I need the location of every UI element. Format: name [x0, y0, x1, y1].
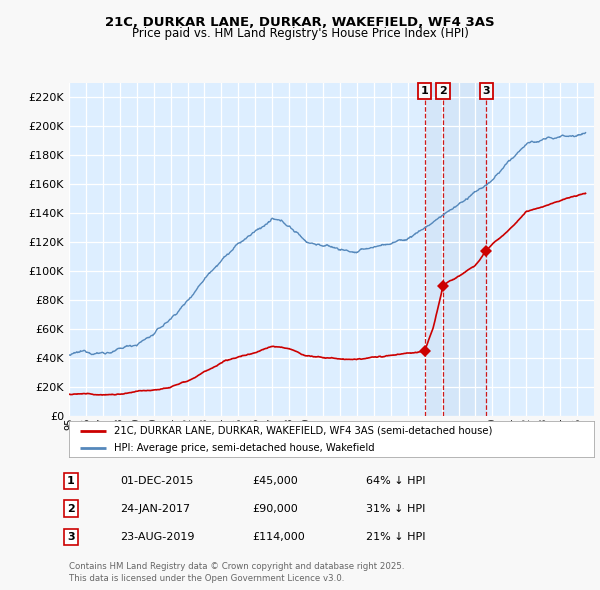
Bar: [425, 83, 487, 416]
Text: 31% ↓ HPI: 31% ↓ HPI: [366, 504, 425, 513]
Text: 23-AUG-2019: 23-AUG-2019: [120, 532, 194, 542]
Text: Contains HM Land Registry data © Crown copyright and database right 2025.
This d: Contains HM Land Registry data © Crown c…: [69, 562, 404, 583]
Text: 21% ↓ HPI: 21% ↓ HPI: [366, 532, 425, 542]
Text: 3: 3: [67, 532, 74, 542]
Text: 3: 3: [482, 86, 490, 96]
Text: 01-DEC-2015: 01-DEC-2015: [120, 476, 193, 486]
Text: 2: 2: [67, 504, 74, 513]
Text: 24-JAN-2017: 24-JAN-2017: [120, 504, 190, 513]
Text: 1: 1: [67, 476, 74, 486]
Text: 64% ↓ HPI: 64% ↓ HPI: [366, 476, 425, 486]
Text: £90,000: £90,000: [252, 504, 298, 513]
Text: Price paid vs. HM Land Registry's House Price Index (HPI): Price paid vs. HM Land Registry's House …: [131, 27, 469, 40]
Text: 21C, DURKAR LANE, DURKAR, WAKEFIELD, WF4 3AS: 21C, DURKAR LANE, DURKAR, WAKEFIELD, WF4…: [105, 16, 495, 29]
Text: £114,000: £114,000: [252, 532, 305, 542]
Text: HPI: Average price, semi-detached house, Wakefield: HPI: Average price, semi-detached house,…: [113, 443, 374, 453]
Text: 21C, DURKAR LANE, DURKAR, WAKEFIELD, WF4 3AS (semi-detached house): 21C, DURKAR LANE, DURKAR, WAKEFIELD, WF4…: [113, 426, 492, 436]
Text: £45,000: £45,000: [252, 476, 298, 486]
Text: 2: 2: [439, 86, 447, 96]
Text: 1: 1: [421, 86, 428, 96]
